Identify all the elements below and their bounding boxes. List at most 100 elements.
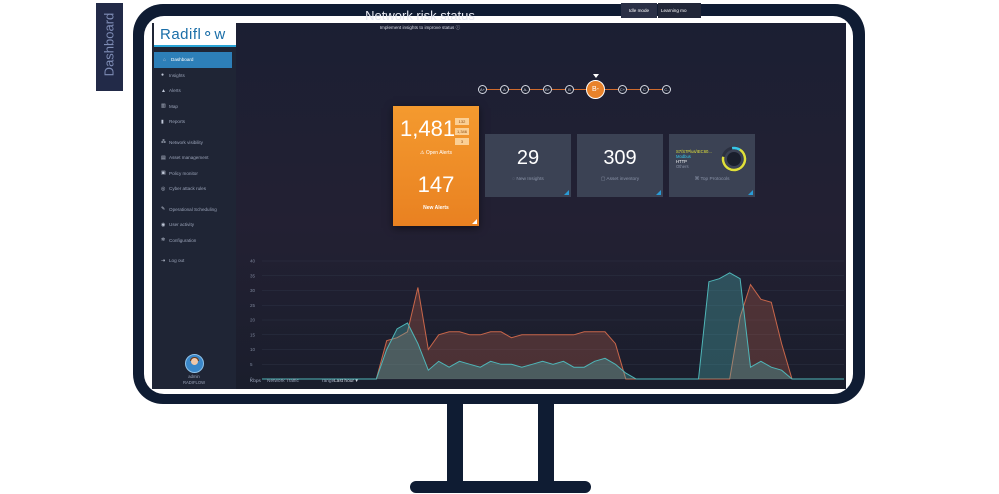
assets-label: ▢ Asset inventory (600, 177, 640, 182)
chart-range-select[interactable]: Last hour ▾ (334, 379, 358, 384)
user-name: admin (188, 374, 200, 379)
protocols-donut (721, 146, 747, 172)
y-tick-label: 5 (250, 362, 253, 367)
sidebar-item-map[interactable]: ▥ Map (152, 99, 236, 115)
bulb-icon: ● (161, 72, 165, 79)
y-tick-label: 35 (250, 273, 256, 278)
sidebar-item-label: Map (169, 103, 178, 109)
card-corner-icon (656, 190, 661, 195)
network-traffic-chart: 40 35 30 25 20 15 10 5 0 (250, 259, 844, 382)
grade-a-plus: A+ (478, 85, 487, 94)
sidebar-item-alerts[interactable]: ▲ Alerts (152, 83, 236, 99)
protocol-icon: ⌘ (694, 177, 701, 182)
sidebar-item-dashboard[interactable]: ⌂ Dashboard (154, 52, 232, 68)
grade-c-minus: C- (662, 85, 671, 94)
grade-a-minus: A- (521, 85, 530, 94)
sidebar-item-insights[interactable]: ● Insights (152, 68, 236, 84)
open-alerts-count: 1,481 (400, 116, 456, 141)
page-title: Network risk status (365, 8, 475, 23)
sidebar-item-network-visibility[interactable]: ⁂ Network visibility (152, 135, 236, 151)
logo[interactable]: Radifl⚬w (154, 23, 236, 47)
wrench-icon: ✎ (161, 206, 166, 213)
sidebar-item-label: Cyber attack rules (169, 186, 207, 192)
avatar[interactable] (185, 354, 204, 373)
grade-a: A (500, 85, 509, 94)
sidebar-item-configuration[interactable]: ✲ Configuration (152, 233, 236, 249)
monitor-base (410, 481, 591, 493)
card-corner-icon (472, 219, 477, 224)
screen: Radifl⚬w ⌂ Dashboard ● Insights ▲ Alerts ▥ M… (152, 23, 846, 389)
chart-y-unit: Kbps (250, 379, 261, 384)
sidebar-item-operational-scheduling[interactable]: ✎ Operational Scheduling (152, 202, 236, 218)
sidebar-item-label: Alerts (169, 88, 181, 94)
alert-chip-high: 132 (455, 118, 469, 125)
main-panel (236, 23, 846, 389)
protocols-label: ⌘ Top Protocols (694, 177, 730, 182)
logout-icon: ⇥ (161, 257, 166, 264)
sidebar-item-label: Dashboard (171, 57, 194, 63)
protocol-item: HTTP (676, 159, 687, 164)
monitor-stand-right (538, 404, 554, 484)
idle-mode-button[interactable]: Idle mode (621, 3, 657, 18)
assets-count: 309 (603, 147, 637, 169)
sidebar-item-log-out[interactable]: ⇥ Log out (152, 253, 236, 269)
sidebar-item-label: Network visibility (169, 139, 203, 145)
y-tick-label: 0 (250, 377, 253, 382)
grade-c: C (640, 85, 649, 94)
y-tick-label: 15 (250, 332, 256, 337)
alert-chip-medium: 1,346 (455, 128, 469, 135)
series-line-1 (262, 272, 844, 380)
sidebar-item-label: Operational Scheduling (169, 206, 217, 212)
chart-footer-label: Network Traffic (267, 379, 299, 384)
learning-mode-button[interactable]: Learning mo (658, 3, 701, 18)
assets-card[interactable]: 309 ▢ Asset inventory (577, 134, 663, 197)
sidebar-item-user-activity[interactable]: ◉ User activity (152, 217, 236, 233)
protocols-card[interactable]: S7/S7Plus/IEC60... Modbus HTTP Others ⌘ … (669, 134, 755, 197)
bar-chart-icon: ▮ (161, 118, 164, 125)
protocol-item: Others (676, 164, 689, 169)
user-org: RADIFLOW (182, 380, 206, 385)
sidebar-nav: ⌂ Dashboard ● Insights ▲ Alerts ▥ Map ▮ Repor… (152, 52, 236, 269)
new-alerts-label: New Alerts (423, 205, 449, 211)
sidebar-item-asset-management[interactable]: ▤ Asset management (152, 150, 236, 166)
series-area-0 (262, 284, 844, 379)
sidebar-item-label: User activity (169, 222, 195, 228)
section-title: Dashboard (101, 12, 117, 77)
gear-icon: ✲ (161, 237, 166, 244)
alert-chip-low: 3 (455, 138, 469, 145)
sidebar-item-label: Insights (169, 72, 185, 78)
sidebar-item-reports[interactable]: ▮ Reports (152, 114, 236, 130)
sidebar-item-label: Policy monitor (169, 170, 198, 176)
y-tick-label: 20 (250, 318, 256, 323)
card-corner-icon (748, 190, 753, 195)
grade-pointer-icon (593, 74, 599, 78)
warning-icon: ▲ (161, 87, 166, 94)
sidebar-item-label: Asset management (169, 155, 209, 161)
grade-b-plus: B+ (543, 85, 552, 94)
sidebar-item-label: Reports (169, 119, 186, 125)
map-icon: ▥ (161, 103, 166, 110)
y-tick-label: 10 (250, 347, 256, 352)
grade-b: B (565, 85, 574, 94)
sidebar-item-policy-monitor[interactable]: ▣ Policy monitor (152, 166, 236, 182)
bulb-icon: ◌ (512, 177, 517, 182)
protocol-item: S7/S7Plus/IEC60... (676, 149, 712, 154)
series-area-1 (262, 272, 844, 379)
sidebar-item-label: Log out (169, 258, 185, 264)
y-tick-label: 40 (250, 259, 256, 264)
insights-card[interactable]: 29 ◌ New Insights (485, 134, 571, 197)
policy-icon: ▣ (161, 170, 166, 177)
network-icon: ⁂ (161, 139, 166, 146)
y-tick-label: 30 (250, 288, 256, 293)
chart-range-prefix: range (322, 379, 335, 384)
alerts-card[interactable]: 1,481 132 1,346 3 ⚠ Open Alerts 147 New … (393, 106, 479, 226)
grade-current: B- (586, 80, 605, 99)
insights-count: 29 (516, 147, 540, 169)
info-icon[interactable]: ⓘ (455, 25, 461, 30)
home-icon: ⌂ (163, 56, 167, 63)
dashboard-vertical-label: Dashboard (96, 3, 123, 91)
monitor-stand-left (447, 404, 463, 484)
card-corner-icon (564, 190, 569, 195)
rules-icon: ◎ (161, 185, 166, 192)
sidebar-item-cyber-attack-rules[interactable]: ◎ Cyber attack rules (152, 181, 236, 197)
